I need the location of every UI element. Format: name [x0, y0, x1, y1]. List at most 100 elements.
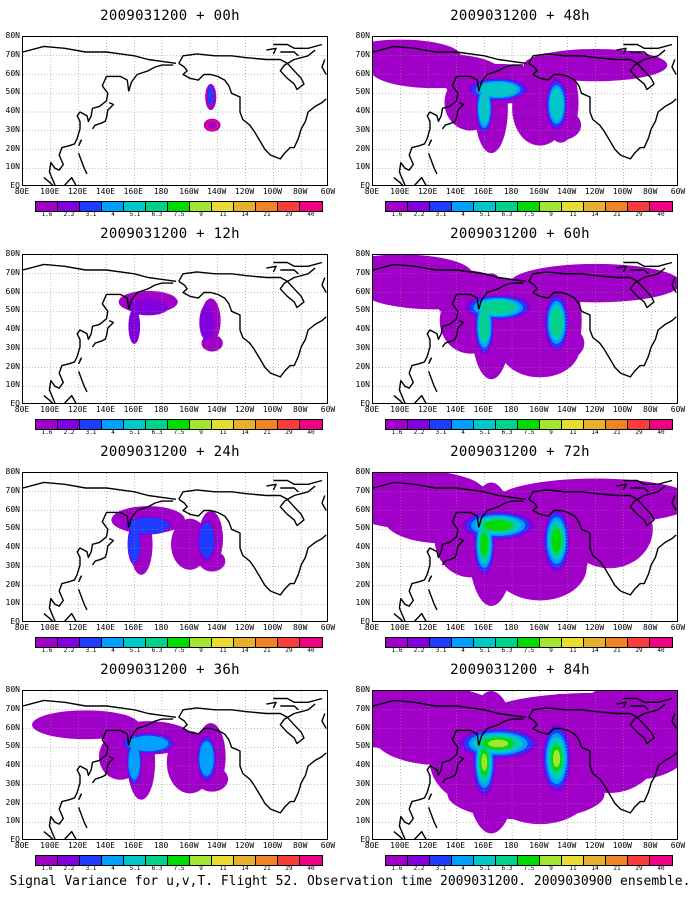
longitude-label: 120E: [67, 623, 88, 632]
colorbar-label: 29: [635, 211, 643, 218]
colorbar-label: 14: [591, 211, 599, 218]
colorbar-label: 3.1: [85, 211, 97, 218]
latitude-label: 50N: [355, 87, 370, 97]
colorbar-swatch: [518, 638, 540, 647]
colorbar-swatch: [168, 202, 190, 211]
latitude-label: 50N: [5, 523, 20, 533]
latitude-label: 50N: [355, 305, 370, 315]
colorbar-swatch: [474, 420, 496, 429]
latitude-label: EQ: [360, 617, 370, 626]
colorbar-swatch: [430, 856, 452, 865]
colorbar-label: 3.1: [85, 647, 97, 654]
colorbar-label: 1.6: [41, 647, 53, 654]
colorbar: [35, 201, 323, 212]
map-panel: 2009031200 + 84h 80N 70N 60N 50N 40N 30N 20N 10N…: [350, 654, 690, 874]
longitude-label: 100E: [390, 405, 410, 414]
colorbar-swatch: [562, 856, 584, 865]
longitude-label: 120E: [417, 623, 438, 632]
colorbar-swatch: [452, 420, 474, 429]
colorbar-swatch: [36, 202, 58, 211]
colorbar-label: 1.6: [391, 211, 403, 218]
panel-title: 2009031200 + 12h: [100, 226, 240, 242]
latitude-label: 40N: [5, 760, 20, 769]
longitude-label: 140E: [95, 405, 116, 414]
colorbar-swatch: [256, 202, 278, 211]
colorbar-swatch: [628, 638, 650, 647]
colorbar-swatch: [36, 420, 58, 429]
longitude-label: 80E: [364, 841, 380, 850]
colorbar-swatch: [408, 856, 430, 865]
latitude-label: 10N: [5, 162, 20, 172]
latitude-label: 70N: [5, 49, 20, 59]
latitude-label: 70N: [355, 703, 370, 713]
longitude-label: 120E: [67, 405, 88, 414]
colorbar: [385, 637, 673, 648]
colorbar-label: 3.1: [435, 865, 447, 872]
colorbar-swatch: [190, 202, 212, 211]
colorbar-label: 2.2: [63, 865, 75, 872]
longitude-label: 120W: [584, 841, 605, 850]
latitude-label: 30N: [355, 124, 370, 134]
colorbar-swatch: [452, 202, 474, 211]
colorbar-label: 14: [591, 647, 599, 654]
colorbar-label: 9: [549, 429, 553, 436]
colorbar-swatch: [650, 202, 672, 211]
colorbar-label: 29: [285, 647, 293, 654]
colorbar-label: 2.2: [63, 429, 75, 436]
longitude-label: 160E: [123, 187, 143, 196]
longitude-label: 120E: [67, 187, 88, 196]
latitude-label: EQ: [360, 399, 370, 408]
colorbar-label: 9: [199, 211, 203, 218]
colorbar-label: 21: [263, 865, 271, 872]
colorbar-swatch: [496, 420, 518, 429]
longitude-label: 160W: [179, 405, 199, 414]
longitude-label: 80W: [292, 405, 308, 414]
colorbar-label: 5.1: [129, 865, 141, 872]
longitude-label: 120E: [417, 187, 438, 196]
colorbar-swatch: [146, 420, 168, 429]
latitude-label: 60N: [355, 504, 370, 514]
latitude-label: 30N: [5, 778, 20, 788]
latitude-label: 60N: [5, 722, 20, 732]
colorbar-label: 29: [635, 647, 643, 654]
longitude-label: 120W: [234, 405, 255, 414]
latitude-label: 70N: [355, 49, 370, 59]
colorbar-label: 6.3: [501, 429, 513, 436]
colorbar-swatch: [278, 638, 300, 647]
latitude-label: 50N: [355, 741, 370, 751]
latitude-label: 50N: [355, 523, 370, 533]
longitude-label: 180: [153, 187, 169, 196]
colorbar-label: 4: [111, 647, 115, 654]
latitude-label: 40N: [355, 324, 370, 333]
colorbar-label: 6.3: [501, 211, 513, 218]
latitude-label: 70N: [5, 703, 20, 713]
variance-map: [373, 37, 677, 185]
longitude-label: 80E: [364, 187, 380, 196]
latitude-label: 50N: [5, 305, 20, 315]
latitude-label: 60N: [5, 286, 20, 296]
colorbar-swatch: [58, 638, 80, 647]
latitude-label: 20N: [355, 361, 370, 371]
colorbar-label: 4: [111, 429, 115, 436]
longitude-label: 60W: [320, 405, 336, 414]
colorbar-swatch: [80, 856, 102, 865]
colorbar-swatch: [496, 202, 518, 211]
colorbar-label: 21: [613, 429, 621, 436]
longitude-label: 180: [153, 623, 169, 632]
longitude-label: 80W: [292, 841, 308, 850]
longitude-label: 80W: [642, 405, 658, 414]
latitude-label: 10N: [5, 816, 20, 826]
longitude-label: 160W: [529, 623, 549, 632]
colorbar-swatch: [540, 856, 562, 865]
longitude-label: 100W: [612, 623, 632, 632]
panel-title: 2009031200 + 60h: [450, 226, 590, 242]
latitude-label: 70N: [355, 267, 370, 277]
colorbar: [385, 855, 673, 866]
latitude-label: 10N: [355, 816, 370, 826]
colorbar-swatch: [562, 420, 584, 429]
colorbar-swatch: [278, 856, 300, 865]
colorbar-label: 40: [307, 647, 315, 654]
latitude-label: 30N: [355, 342, 370, 352]
colorbar-label: 2.2: [413, 429, 425, 436]
colorbar-label: 6.3: [151, 211, 163, 218]
